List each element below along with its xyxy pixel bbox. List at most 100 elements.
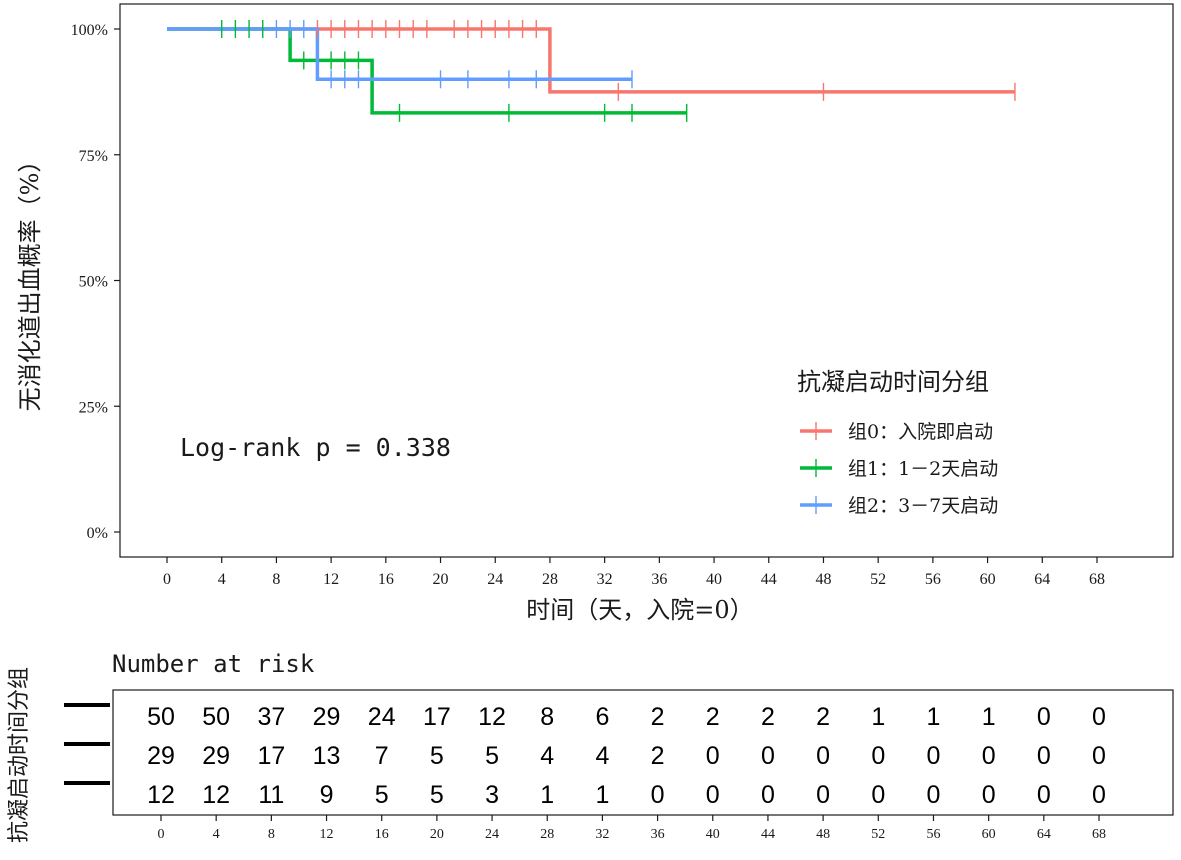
risk-count: 13 xyxy=(313,742,341,770)
risk-count: 1 xyxy=(595,781,609,809)
risk-x-tick-label: 8 xyxy=(268,827,275,842)
risk-table-y-title: 抗凝启动时间分组 xyxy=(7,667,32,843)
risk-count: 17 xyxy=(423,703,451,731)
risk-count: 4 xyxy=(540,742,554,770)
y-tick-label: 25% xyxy=(79,399,108,416)
x-tick-label: 44 xyxy=(761,571,777,588)
x-tick-label: 16 xyxy=(378,571,394,588)
risk-table-rows: 50 50 37 29 24 17 12 8 6 2 2 2 2 1 1 1 0 029 29 17 13 7 5 5 4 4 2 0… xyxy=(64,703,1106,809)
risk-count: 2 xyxy=(816,703,830,731)
risk-count: 2 xyxy=(651,703,665,731)
survival-curves xyxy=(167,27,1015,115)
risk-x-tick-label: 36 xyxy=(651,827,665,842)
risk-x-tick-label: 32 xyxy=(595,827,609,842)
risk-x-tick-label: 64 xyxy=(1037,827,1051,842)
x-axis: 0 4 8 12 16 20 24 28 32 36 40 44 48 52 56 60 64 68 xyxy=(163,557,1105,588)
x-tick-label: 24 xyxy=(487,571,503,588)
x-tick-label: 40 xyxy=(706,571,722,588)
survival-curve-2 xyxy=(167,27,632,82)
x-tick-label: 64 xyxy=(1034,571,1050,588)
y-tick-label: 100% xyxy=(71,22,108,39)
risk-count: 2 xyxy=(761,703,775,731)
risk-count: 0 xyxy=(871,742,885,770)
risk-count: 0 xyxy=(761,781,775,809)
risk-count: 12 xyxy=(147,781,175,809)
risk-count: 11 xyxy=(258,781,284,809)
risk-count: 37 xyxy=(257,703,285,731)
risk-x-tick-label: 68 xyxy=(1092,827,1106,842)
log-rank-annotation: Log-rank p = 0.338 xyxy=(180,433,451,462)
risk-count: 29 xyxy=(202,742,230,770)
risk-count: 5 xyxy=(375,781,389,809)
risk-count: 0 xyxy=(706,742,720,770)
risk-table-panel xyxy=(112,689,1174,816)
risk-count: 0 xyxy=(1092,703,1106,731)
risk-count: 29 xyxy=(147,742,175,770)
risk-count: 0 xyxy=(816,742,830,770)
risk-count: 0 xyxy=(816,781,830,809)
risk-count: 0 xyxy=(651,781,665,809)
risk-x-tick-label: 16 xyxy=(375,827,389,842)
risk-count: 2 xyxy=(706,703,720,731)
risk-count: 0 xyxy=(706,781,720,809)
risk-count: 0 xyxy=(761,742,775,770)
x-tick-label: 52 xyxy=(870,571,886,588)
risk-count: 12 xyxy=(478,703,506,731)
legend-label: 组2：3－7天启动 xyxy=(848,495,998,517)
x-tick-label: 48 xyxy=(815,571,831,588)
legend-label: 组1：1－2天启动 xyxy=(848,458,998,480)
legend-title: 抗凝启动时间分组 xyxy=(797,368,989,396)
x-tick-label: 20 xyxy=(433,571,449,588)
risk-count: 2 xyxy=(651,742,665,770)
y-axis: 0% 25% 50% 75% 100% xyxy=(71,22,120,542)
survival-curve-1 xyxy=(167,27,687,115)
x-tick-label: 56 xyxy=(925,571,941,588)
risk-count: 0 xyxy=(1092,781,1106,809)
risk-count: 8 xyxy=(540,703,554,731)
risk-count: 0 xyxy=(871,781,885,809)
risk-count: 0 xyxy=(982,742,996,770)
risk-x-tick-label: 12 xyxy=(320,827,334,842)
risk-count: 5 xyxy=(485,742,499,770)
risk-count: 17 xyxy=(257,742,285,770)
x-tick-label: 60 xyxy=(980,571,996,588)
x-tick-label: 28 xyxy=(542,571,558,588)
risk-count: 1 xyxy=(982,703,996,731)
x-tick-label: 32 xyxy=(597,571,613,588)
risk-count: 0 xyxy=(1037,742,1051,770)
risk-x-tick-label: 56 xyxy=(926,827,940,842)
legend-label: 组0：入院即启动 xyxy=(848,421,993,443)
risk-count: 6 xyxy=(595,703,609,731)
risk-x-tick-label: 48 xyxy=(816,827,830,842)
x-tick-label: 0 xyxy=(163,571,171,588)
risk-x-tick-label: 20 xyxy=(430,827,444,842)
risk-count: 0 xyxy=(1037,703,1051,731)
risk-table-x-axis: 0 4 8 12 16 20 24 28 32 36 40 44 48 52 56 60 64 68 xyxy=(158,815,1106,842)
y-tick-label: 0% xyxy=(87,525,108,542)
risk-x-tick-label: 60 xyxy=(982,827,996,842)
risk-count: 7 xyxy=(375,742,389,770)
risk-count: 50 xyxy=(202,703,230,731)
risk-count: 5 xyxy=(430,742,444,770)
x-tick-label: 12 xyxy=(323,571,339,588)
risk-count: 3 xyxy=(485,781,499,809)
risk-count: 0 xyxy=(927,742,941,770)
risk-count: 24 xyxy=(368,703,396,731)
risk-count: 50 xyxy=(147,703,175,731)
censor-marks xyxy=(221,20,1016,122)
x-tick-label: 68 xyxy=(1089,571,1105,588)
y-axis-title: 无消化道出血概率（%） xyxy=(16,149,44,412)
risk-count: 0 xyxy=(1037,781,1051,809)
risk-count: 0 xyxy=(982,781,996,809)
risk-x-tick-label: 4 xyxy=(213,827,220,842)
risk-x-tick-label: 40 xyxy=(706,827,720,842)
risk-x-tick-label: 24 xyxy=(485,827,499,842)
risk-count: 0 xyxy=(1092,742,1106,770)
risk-count: 9 xyxy=(320,781,334,809)
risk-count: 0 xyxy=(927,781,941,809)
risk-count: 29 xyxy=(313,703,341,731)
risk-count: 12 xyxy=(202,781,230,809)
x-tick-label: 36 xyxy=(651,571,667,588)
